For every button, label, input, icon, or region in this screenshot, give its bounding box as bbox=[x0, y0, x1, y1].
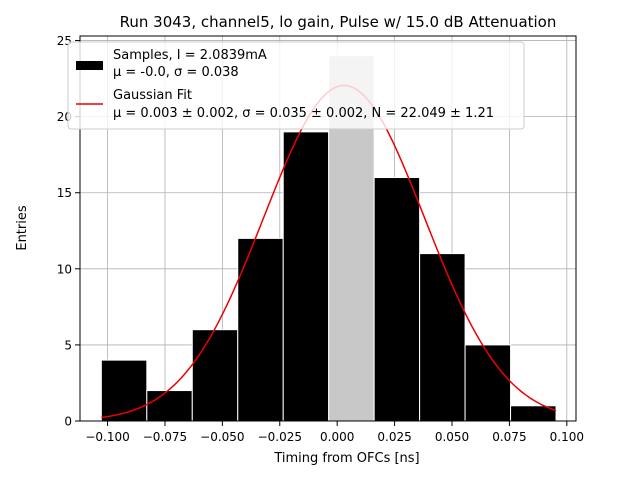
y-axis-label: Entries bbox=[15, 205, 30, 251]
x-tick-label: −0.050 bbox=[200, 430, 244, 444]
histogram-bar bbox=[146, 390, 193, 422]
histogram-bar bbox=[464, 344, 512, 422]
x-tick-label: 0.050 bbox=[435, 430, 469, 444]
histogram-bar bbox=[419, 253, 466, 422]
legend-samples-swatch bbox=[76, 61, 103, 70]
legend-samples-stats: μ = -0.0, σ = 0.038 bbox=[113, 65, 239, 80]
x-tick-label: 0.025 bbox=[377, 430, 411, 444]
plot-frame bbox=[79, 35, 577, 422]
y-tick-label: 0 bbox=[64, 415, 72, 429]
x-axis-label: Timing from OFCs [ns] bbox=[273, 451, 419, 466]
x-tick-label: 0.000 bbox=[320, 430, 354, 444]
x-tick-label: −0.100 bbox=[85, 430, 129, 444]
x-tick-label: 0.075 bbox=[492, 430, 526, 444]
histogram-bar bbox=[191, 329, 239, 422]
histogram-bar bbox=[100, 359, 148, 422]
y-tick-label: 10 bbox=[57, 262, 72, 276]
x-tick-label: 0.100 bbox=[550, 430, 584, 444]
x-tick-label: −0.075 bbox=[143, 430, 187, 444]
legend-box bbox=[67, 41, 525, 130]
legend-fit-stats: μ = 0.003 ± 0.002, σ = 0.035 ± 0.002, N … bbox=[113, 106, 494, 121]
legend-samples-label: Samples, I = 2.0839mA bbox=[113, 48, 267, 63]
x-tick-label: −0.025 bbox=[258, 430, 302, 444]
legend: Samples, I = 2.0839mA μ = -0.0, σ = 0.03… bbox=[67, 41, 525, 130]
histogram-bar bbox=[282, 131, 330, 422]
y-tick-label: 5 bbox=[64, 338, 72, 352]
legend-fit-label: Gaussian Fit bbox=[113, 88, 192, 103]
y-tick-label: 15 bbox=[57, 186, 72, 200]
histogram-bar bbox=[237, 237, 284, 422]
histogram-bar bbox=[373, 177, 421, 422]
chart-title: Run 3043, channel5, lo gain, Pulse w/ 15… bbox=[120, 13, 557, 31]
ticks-layer: −0.100 −0.075 −0.050 −0.025 0.000 0.025 0.050 0… bbox=[57, 34, 584, 444]
